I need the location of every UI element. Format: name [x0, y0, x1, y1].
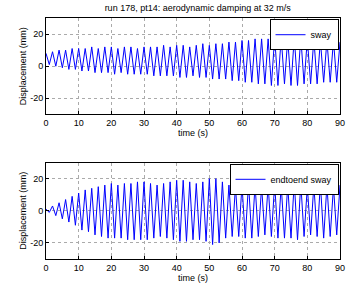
svg-text:50: 50: [204, 263, 214, 273]
svg-text:90: 90: [335, 263, 345, 273]
svg-text:20: 20: [106, 118, 116, 128]
svg-text:20: 20: [33, 29, 43, 39]
svg-text:20: 20: [106, 263, 116, 273]
svg-text:40: 40: [172, 263, 182, 273]
svg-text:0: 0: [38, 61, 43, 71]
svg-text:20: 20: [33, 174, 43, 184]
svg-text:80: 80: [302, 118, 312, 128]
svg-text:60: 60: [237, 118, 247, 128]
svg-text:sway: sway: [311, 30, 332, 40]
svg-text:time (s): time (s): [178, 273, 208, 283]
svg-text:70: 70: [270, 263, 280, 273]
svg-text:90: 90: [335, 118, 345, 128]
svg-text:30: 30: [139, 263, 149, 273]
svg-text:60: 60: [237, 263, 247, 273]
svg-text:30: 30: [139, 118, 149, 128]
svg-text:Displacement (mm): Displacement (mm): [18, 172, 28, 250]
svg-text:-20: -20: [30, 93, 43, 103]
svg-text:80: 80: [302, 263, 312, 273]
svg-text:10: 10: [74, 263, 84, 273]
svg-text:10: 10: [74, 118, 84, 128]
svg-text:-20: -20: [30, 238, 43, 248]
svg-text:run 178, pt14: aerodynamic dam: run 178, pt14: aerodynamic damping at 32…: [105, 3, 292, 13]
svg-text:0: 0: [38, 206, 43, 216]
svg-text:0: 0: [43, 263, 48, 273]
svg-text:40: 40: [172, 118, 182, 128]
svg-text:time (s): time (s): [178, 128, 208, 138]
svg-text:0: 0: [43, 118, 48, 128]
svg-text:endtoend sway: endtoend sway: [271, 175, 332, 185]
svg-text:50: 50: [204, 118, 214, 128]
svg-text:Displacement (mm): Displacement (mm): [18, 27, 28, 105]
svg-text:70: 70: [270, 118, 280, 128]
